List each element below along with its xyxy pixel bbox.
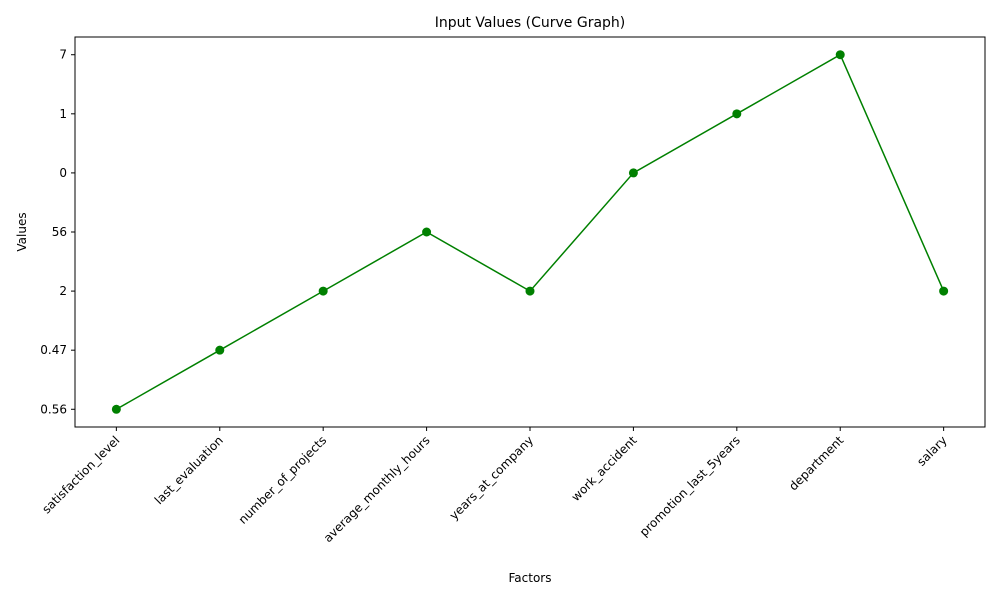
x-axis-label: Factors xyxy=(509,571,552,585)
y-tick-label: 0 xyxy=(59,166,67,180)
point xyxy=(732,109,742,119)
point xyxy=(525,286,535,296)
point xyxy=(939,286,949,296)
point xyxy=(628,168,638,178)
y-tick-label: 7 xyxy=(59,48,67,62)
point xyxy=(422,227,432,237)
point xyxy=(318,286,328,296)
chart-title: Input Values (Curve Graph) xyxy=(435,15,626,31)
point xyxy=(111,404,121,414)
y-axis-label: Values xyxy=(15,212,29,251)
y-tick-label: 0.56 xyxy=(40,402,67,416)
point xyxy=(835,50,845,60)
y-tick-label: 2 xyxy=(59,284,67,298)
point xyxy=(215,345,225,355)
y-tick-label: 56 xyxy=(52,225,67,239)
y-tick-label: 1 xyxy=(59,107,67,121)
y-tick-label: 0.47 xyxy=(40,343,67,357)
